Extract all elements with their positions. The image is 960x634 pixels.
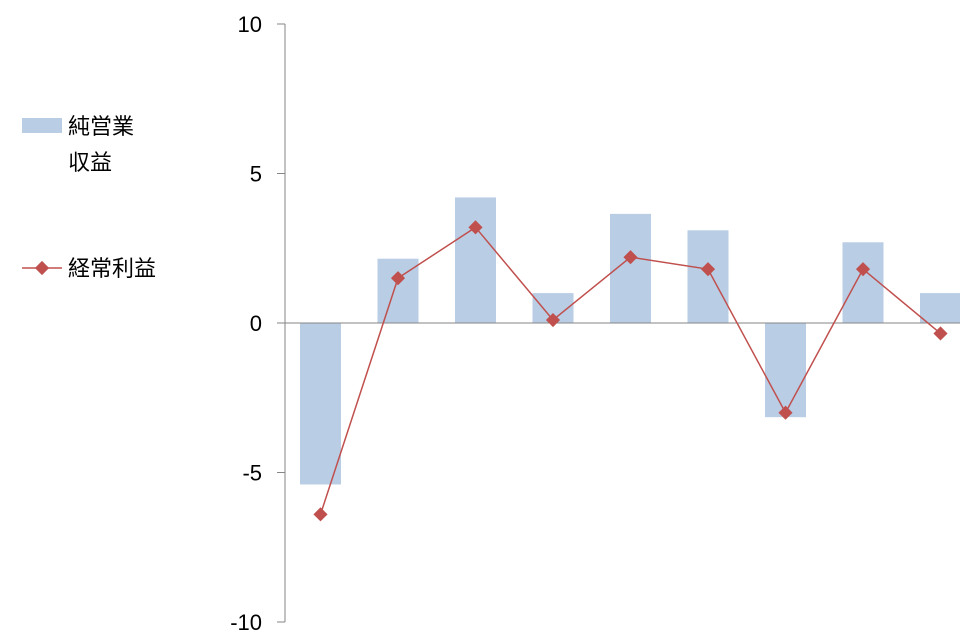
line-point	[468, 220, 483, 235]
line-series	[313, 220, 948, 522]
y-tick-label: -5	[242, 461, 262, 486]
line-point	[545, 312, 561, 328]
legend-bar-swatch	[22, 118, 62, 133]
bar	[920, 293, 960, 323]
y-tick-label: 5	[250, 162, 262, 187]
bar	[842, 242, 884, 323]
y-tick-label: -10	[230, 610, 262, 630]
y-axis: 10 5 0 -5 -10	[230, 12, 286, 634]
line-point	[933, 326, 948, 341]
legend: 純営業 収益 経常利益	[22, 115, 156, 282]
y-tick-label: 0	[250, 311, 262, 336]
legend-label-bar-line-1: 純営業	[68, 115, 134, 140]
bar	[455, 197, 496, 323]
bar	[687, 230, 729, 323]
line-point	[855, 262, 871, 277]
line-point	[313, 507, 328, 522]
line-point	[700, 262, 716, 277]
y-tick-label: 10	[238, 12, 262, 37]
bar	[765, 323, 806, 418]
line-point	[390, 271, 406, 286]
line-point	[623, 250, 638, 265]
line-point	[778, 405, 793, 420]
legend-line-marker	[34, 260, 50, 276]
legend-label-line: 経常利益	[68, 257, 156, 282]
bar	[300, 323, 341, 485]
legend-label-bar-line-2: 収益	[68, 151, 112, 176]
bar-series	[300, 197, 960, 485]
